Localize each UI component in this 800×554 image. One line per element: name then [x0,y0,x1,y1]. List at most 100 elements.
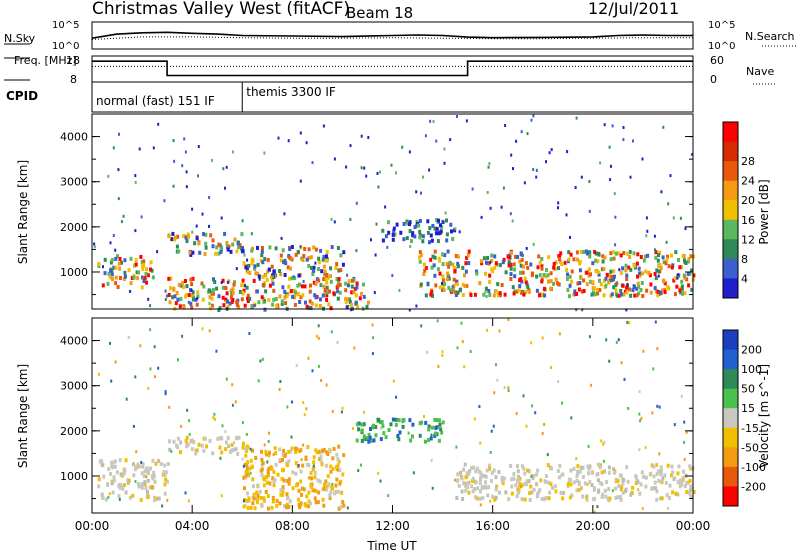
echo-cell [635,479,639,484]
echo-cell [316,478,320,483]
echo-cell [368,435,372,440]
echo-cell [594,258,598,263]
echo-cell [283,454,287,458]
echo-cell [411,422,415,427]
echo-cell [424,134,427,138]
echo-cell [428,226,432,231]
echo-cell [137,464,141,469]
echo-cell [674,491,678,496]
echo-cell [454,293,458,297]
echo-cell [631,485,635,490]
echo-cell [122,483,126,488]
echo-cell [459,470,462,475]
echo-cell [392,379,395,383]
echo-cell [281,492,284,497]
echo-cell [641,157,644,161]
echo-cell [314,488,318,493]
echo-cell [352,290,356,295]
echo-cell [309,477,312,481]
echo-cell [636,281,640,286]
echo-cell [491,269,495,274]
echo-cell [523,276,527,281]
echo-cell [577,481,581,486]
echo-cell [293,303,297,307]
echo-cell [287,481,291,486]
echo-cell [610,164,612,168]
echo-cell [299,245,302,249]
echo-cell [608,496,612,501]
echo-cell [482,292,486,297]
echo-cell [678,484,682,489]
echo-cell [649,282,653,287]
echo-cell [185,239,189,244]
echo-cell [246,258,249,262]
echo-cell [538,488,542,493]
echo-cell [360,166,363,170]
echo-cell [102,474,106,479]
echo-cell [441,278,445,283]
echo-cell [493,391,496,395]
echo-cell [545,268,548,272]
echo-cell [244,503,247,507]
echo-cell [293,295,297,300]
echo-cell [420,191,422,195]
echo-cell [245,466,249,471]
echo-cell [245,491,249,496]
echo-cell [114,248,117,252]
cpid-segment-label: normal (fast) 151 IF [96,94,215,108]
echo-cell [651,411,654,415]
echo-cell [363,166,366,170]
echo-cell [349,144,352,148]
echo-cell [509,272,513,277]
echo-cell [581,494,585,499]
echo-cell [367,136,370,139]
echo-cell [139,483,143,488]
echo-cell [112,234,115,237]
echo-cell [445,218,448,223]
echo-cell [391,232,395,237]
echo-cell [110,463,114,468]
echo-cell [510,484,514,489]
echo-cell [387,220,390,225]
echo-cell [394,422,398,427]
echo-cell [246,296,250,301]
echo-cell [233,237,237,242]
echo-cell [596,478,600,483]
echo-cell [581,474,585,479]
echo-cell [444,211,447,215]
echo-cell [526,284,530,289]
echo-cell [151,275,155,280]
echo-cell [134,229,137,233]
echo-cell [208,438,212,443]
echo-cell [517,490,520,495]
echo-cell [188,432,191,436]
echo-cell [667,496,671,500]
freq-left-tick-top: 18 [66,54,80,67]
echo-cell [481,495,485,500]
echo-cell [547,279,550,284]
echo-cell [141,275,143,279]
echo-cell [554,260,558,265]
echo-cell [690,287,694,292]
echo-cell [689,466,693,471]
echo-cell [362,294,366,299]
echo-cell [518,259,522,264]
echo-cell [485,468,489,473]
echo-cell [654,255,658,260]
echo-cell [413,234,417,239]
echo-cell [320,462,324,467]
echo-cell [475,271,479,276]
echo-cell [191,276,195,281]
echo-cell [591,280,595,284]
echo-cell [279,272,283,277]
echo-cell [260,457,264,462]
echo-cell [596,291,600,296]
echo-cell [274,296,278,301]
echo-cell [588,180,591,183]
echo-cell [245,462,249,467]
echo-cell [280,299,284,304]
echo-cell [550,148,553,152]
echo-cell [587,267,591,272]
echo-cell [495,363,497,367]
echo-cell [479,489,482,494]
